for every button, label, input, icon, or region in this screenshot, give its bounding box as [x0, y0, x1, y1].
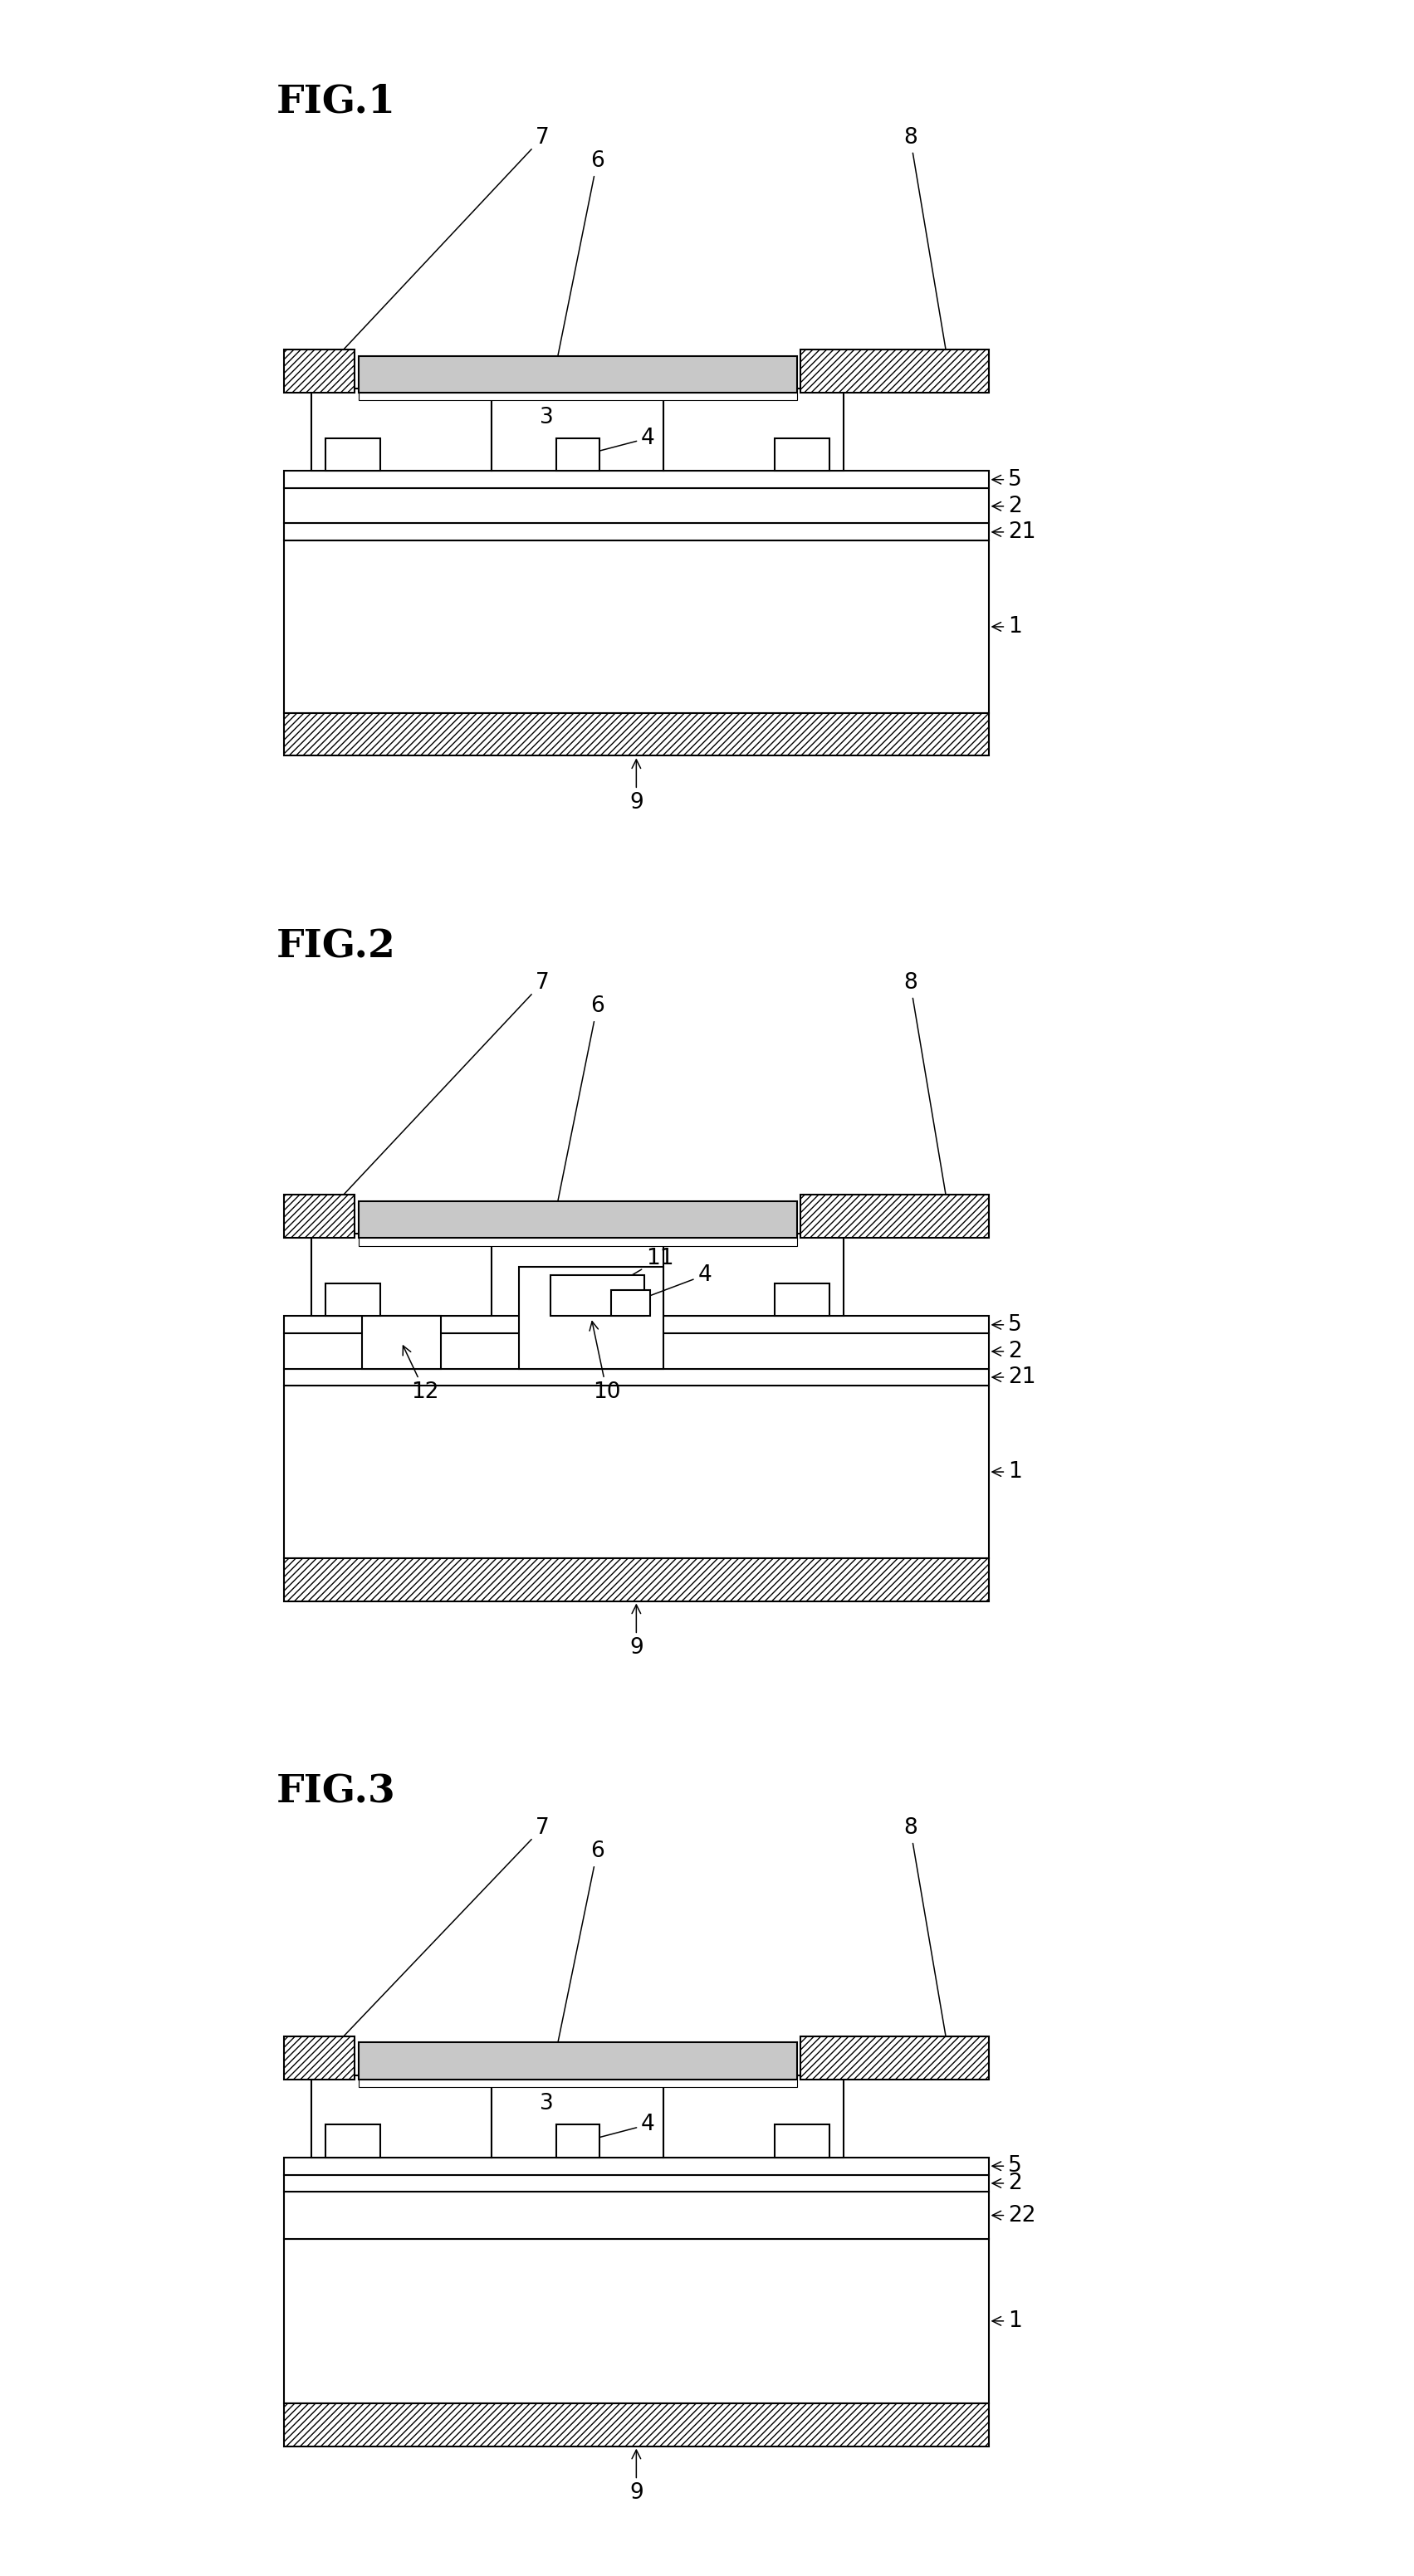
Text: 4: 4	[590, 2115, 655, 2143]
Text: 8: 8	[904, 126, 952, 368]
Text: 7: 7	[325, 1816, 549, 2056]
Bar	[663, 389, 844, 471]
Bar	[358, 355, 796, 392]
Text: 9: 9	[629, 2450, 643, 2504]
Text: 9: 9	[629, 1605, 643, 1659]
Bar	[663, 2076, 844, 2159]
Bar	[284, 523, 988, 541]
Bar	[550, 1275, 645, 1316]
Text: 1: 1	[993, 2311, 1022, 2331]
Text: 5: 5	[993, 2156, 1022, 2177]
Text: 3: 3	[539, 2094, 553, 2115]
Text: 1: 1	[993, 616, 1022, 636]
Text: 21: 21	[993, 520, 1036, 544]
Text: 12: 12	[403, 1345, 438, 1404]
Bar	[492, 2076, 663, 2159]
Bar	[325, 438, 380, 471]
Text: 2: 2	[993, 2172, 1022, 2195]
Bar	[284, 2239, 988, 2403]
Bar	[611, 1291, 650, 1316]
Text: 7: 7	[325, 971, 549, 1213]
Text: 6: 6	[553, 149, 604, 371]
Bar	[775, 2125, 830, 2159]
Bar	[800, 350, 988, 392]
Bar	[358, 2043, 796, 2079]
Bar	[325, 1283, 380, 1316]
Bar	[284, 2174, 988, 2192]
Text: 2: 2	[993, 1340, 1022, 1363]
Text: 4: 4	[590, 428, 655, 456]
Text: 4: 4	[633, 1265, 711, 1303]
Bar	[284, 1558, 988, 1602]
Bar	[311, 2076, 492, 2159]
Bar	[362, 1316, 441, 1368]
Bar	[800, 1195, 988, 1239]
Bar	[284, 2403, 988, 2447]
Bar	[284, 471, 988, 489]
Bar	[284, 2192, 988, 2239]
Text: 22: 22	[993, 2205, 1036, 2226]
Bar	[311, 389, 492, 471]
Bar	[358, 1239, 796, 1247]
Bar	[284, 714, 988, 755]
Bar	[284, 1334, 988, 1368]
Bar	[663, 1234, 844, 1316]
Text: 2: 2	[993, 495, 1022, 518]
Bar	[519, 1267, 663, 1368]
Bar	[556, 2125, 600, 2159]
Bar	[284, 1195, 355, 1239]
Text: 11: 11	[601, 1247, 673, 1293]
Bar	[284, 1316, 988, 1334]
Bar	[284, 1386, 988, 1558]
Text: 5: 5	[993, 469, 1022, 489]
Text: 5: 5	[993, 1314, 1022, 1334]
Bar	[492, 389, 663, 471]
Text: 10: 10	[590, 1321, 621, 1404]
Text: 8: 8	[904, 1816, 952, 2053]
Bar	[775, 438, 830, 471]
Bar	[284, 1368, 988, 1386]
Bar	[284, 541, 988, 714]
Bar	[800, 2035, 988, 2079]
Text: 8: 8	[904, 971, 952, 1213]
Bar	[284, 2035, 355, 2079]
Text: 3: 3	[539, 407, 553, 428]
Text: FIG.3: FIG.3	[276, 1772, 396, 1811]
Text: FIG.1: FIG.1	[276, 82, 396, 121]
Text: FIG.2: FIG.2	[276, 927, 396, 966]
Text: 6: 6	[553, 994, 604, 1216]
Bar	[311, 1234, 492, 1316]
Text: 6: 6	[553, 1842, 604, 2058]
Text: 7: 7	[325, 126, 549, 368]
Text: 1: 1	[993, 1461, 1022, 1484]
Bar	[284, 489, 988, 523]
Bar	[775, 1283, 830, 1316]
Bar	[358, 2079, 796, 2087]
Text: 9: 9	[629, 760, 643, 814]
Bar	[284, 350, 355, 392]
Text: 21: 21	[993, 1365, 1036, 1388]
Bar	[284, 2159, 988, 2174]
Bar	[358, 1200, 796, 1239]
Bar	[325, 2125, 380, 2159]
Bar	[556, 438, 600, 471]
Bar	[358, 392, 796, 399]
